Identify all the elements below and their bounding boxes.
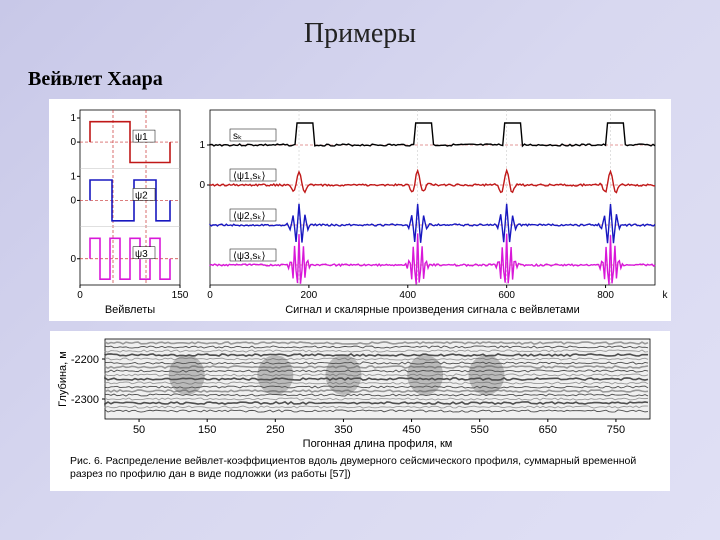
svg-text:0: 0: [70, 195, 76, 206]
svg-text:-2300: -2300: [71, 394, 99, 406]
svg-text:150: 150: [198, 424, 216, 436]
subtitle: Вейвлет Хаара: [28, 68, 720, 91]
svg-text:Глубина, м: Глубина, м: [57, 351, 69, 407]
svg-text:Сигнал и скалярные произведени: Сигнал и скалярные произведения сигнала …: [285, 304, 580, 316]
svg-text:0: 0: [70, 254, 76, 265]
svg-text:50: 50: [133, 424, 145, 436]
svg-text:750: 750: [607, 424, 625, 436]
seismic-figure: -2200 -2300Глубина, м 50 150 250 350 450 550 650…: [50, 331, 670, 491]
wavelet-figure: 0 1 ψ1 0 1 ψ2 0 ψ3 0 150 Вейвлеты 1 sₖ 0 ⟨ψ1,sₖ⟩ ⟨ψ2,sₖ…: [49, 99, 671, 321]
svg-text:400: 400: [399, 290, 416, 301]
svg-text:450: 450: [402, 424, 420, 436]
svg-text:Вейвлеты: Вейвлеты: [105, 304, 155, 316]
svg-text:ψ2: ψ2: [135, 190, 148, 201]
svg-text:⟨ψ1,sₖ⟩: ⟨ψ1,sₖ⟩: [233, 171, 266, 182]
svg-text:550: 550: [471, 424, 489, 436]
svg-text:650: 650: [539, 424, 557, 436]
svg-text:ψ3: ψ3: [135, 249, 148, 260]
svg-text:1: 1: [70, 171, 76, 182]
svg-text:Погонная длина профиля, км: Погонная длина профиля, км: [303, 438, 453, 450]
svg-text:0: 0: [70, 137, 76, 148]
page-title: Примеры: [0, 0, 720, 50]
svg-text:150: 150: [172, 290, 189, 301]
svg-text:200: 200: [301, 290, 318, 301]
seismic-caption: Рис. 6. Распределение вейвлет-коэффициен…: [60, 453, 660, 481]
svg-text:800: 800: [597, 290, 614, 301]
svg-text:250: 250: [266, 424, 284, 436]
svg-text:k: k: [663, 290, 669, 301]
svg-text:sₖ: sₖ: [233, 131, 242, 142]
svg-text:600: 600: [498, 290, 515, 301]
svg-text:ψ1: ψ1: [135, 132, 148, 143]
svg-text:⟨ψ2,sₖ⟩: ⟨ψ2,sₖ⟩: [233, 211, 266, 222]
svg-text:1: 1: [70, 113, 76, 124]
svg-text:0: 0: [207, 290, 213, 301]
svg-text:0: 0: [199, 180, 205, 191]
svg-text:⟨ψ3,sₖ⟩: ⟨ψ3,sₖ⟩: [233, 251, 266, 262]
svg-text:350: 350: [334, 424, 352, 436]
svg-text:1: 1: [199, 140, 205, 151]
svg-text:0: 0: [77, 290, 83, 301]
svg-text:-2200: -2200: [71, 354, 99, 366]
